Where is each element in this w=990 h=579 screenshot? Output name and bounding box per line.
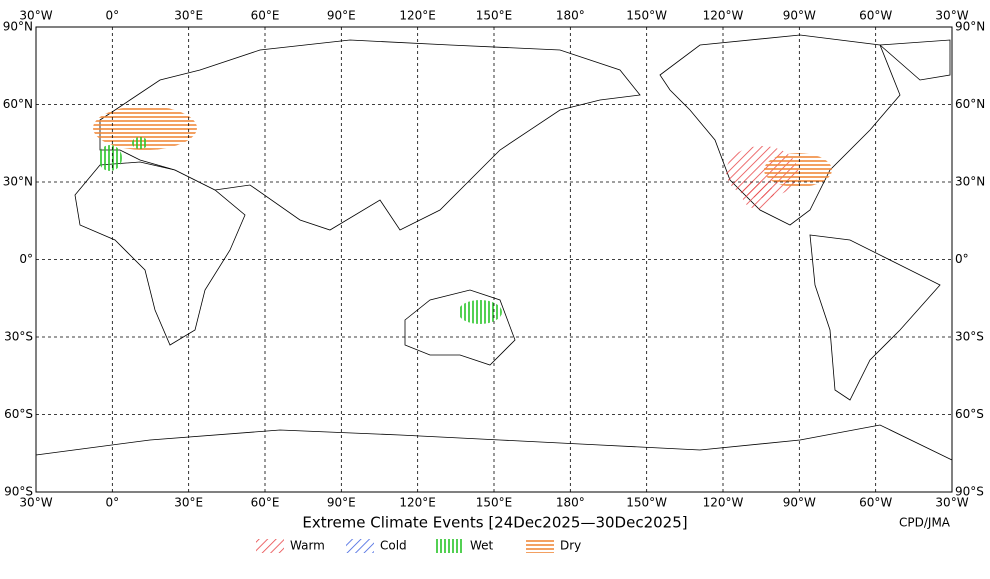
lon-label: 60°W: [859, 9, 892, 23]
legend-swatch: [436, 539, 464, 553]
graticule: 30°W 30°W 0° 0° 30°E 30°E 60°E 60°E 90°E 90°E 120°…: [3, 9, 986, 510]
dry-area: [93, 106, 197, 150]
lon-label: 30°W: [19, 496, 52, 510]
legend-label: Cold: [380, 539, 407, 553]
legend-swatch: [256, 539, 284, 553]
lon-label: 60°E: [251, 496, 280, 510]
legend-label: Wet: [470, 539, 494, 553]
lon-label: 180°: [556, 9, 585, 23]
lon-label: 150°W: [626, 496, 667, 510]
lon-label: 120°W: [703, 496, 744, 510]
eurasia: [99, 39, 641, 231]
lon-label: 0°: [106, 496, 120, 510]
wet-area: [458, 300, 502, 324]
lat-label: 90°S: [955, 485, 984, 499]
lat-label: 0°: [955, 252, 969, 266]
lon-label: 90°E: [327, 496, 356, 510]
lon-label: 150°E: [476, 496, 513, 510]
lon-label: 90°W: [783, 496, 816, 510]
lon-label: 0°: [106, 9, 120, 23]
lat-label: 60°S: [4, 407, 33, 421]
legend-label: Dry: [560, 539, 581, 553]
event-areas: [93, 106, 832, 324]
south-america: [809, 234, 941, 401]
dry-area: [764, 153, 832, 187]
lon-label: 30°E: [174, 9, 203, 23]
legend-label: Warm: [290, 539, 325, 553]
lon-label: 30°W: [935, 496, 968, 510]
lon-label: 30°W: [935, 9, 968, 23]
lat-label: 90°S: [4, 485, 33, 499]
greenland: [879, 39, 951, 81]
lat-label: 90°N: [955, 20, 985, 34]
lat-label: 30°S: [955, 330, 984, 344]
warm-area: [742, 181, 774, 209]
lat-label: 60°S: [955, 407, 984, 421]
legend-swatch: [526, 539, 554, 553]
lon-label: 60°E: [251, 9, 280, 23]
lon-label: 90°E: [327, 9, 356, 23]
lon-label: 30°E: [174, 496, 203, 510]
lon-label: 120°E: [399, 496, 436, 510]
credit: CPD/JMA: [899, 516, 951, 530]
lat-label: 90°N: [3, 20, 33, 34]
wet-area: [98, 145, 122, 171]
lon-label: 120°W: [703, 9, 744, 23]
lon-label: 150°W: [626, 9, 667, 23]
lon-label: 30°W: [19, 9, 52, 23]
australia: [404, 289, 516, 366]
africa: [74, 161, 246, 346]
wet-area: [132, 137, 148, 149]
legend: Warm Cold Wet Dry: [256, 539, 581, 553]
lat-label: 60°N: [955, 97, 985, 111]
lon-label: 90°W: [783, 9, 816, 23]
lon-label: 60°W: [859, 496, 892, 510]
lon-label: 180°: [556, 496, 585, 510]
legend-swatch: [346, 539, 374, 553]
north-america: [659, 34, 901, 226]
lat-label: 30°N: [955, 175, 985, 189]
lon-label: 150°E: [476, 9, 513, 23]
lat-label: 0°: [19, 252, 33, 266]
map-title: Extreme Climate Events [24Dec2025—30Dec2…: [302, 514, 687, 532]
lon-label: 120°E: [399, 9, 436, 23]
lat-label: 30°N: [3, 175, 33, 189]
lat-label: 30°S: [4, 330, 33, 344]
lat-label: 60°N: [3, 97, 33, 111]
